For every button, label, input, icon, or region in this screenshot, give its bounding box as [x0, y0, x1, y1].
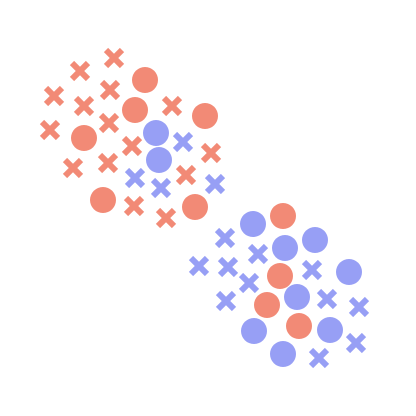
blue-cross-piece-icon — [247, 243, 269, 265]
red-circle-piece-icon — [267, 263, 293, 289]
red-cross-piece-icon — [121, 135, 143, 157]
pieces-layer — [39, 47, 370, 369]
blue-cross-piece-icon — [214, 227, 236, 249]
blue-cross-piece-icon — [204, 173, 226, 195]
blue-cross-piece-icon — [217, 256, 239, 278]
blue-cross-piece-icon — [238, 272, 260, 294]
red-circle-piece-icon — [182, 194, 208, 220]
red-cross-piece-icon — [73, 95, 95, 117]
blue-cross-piece-icon — [188, 255, 210, 277]
blue-circle-piece-icon — [241, 318, 267, 344]
red-circle-piece-icon — [122, 97, 148, 123]
red-cross-piece-icon — [98, 112, 120, 134]
red-circle-piece-icon — [286, 313, 312, 339]
blue-circle-piece-icon — [317, 317, 343, 343]
blue-circle-piece-icon — [143, 120, 169, 146]
blue-circle-piece-icon — [240, 211, 266, 237]
blue-circle-piece-icon — [270, 341, 296, 367]
red-cross-piece-icon — [200, 142, 222, 164]
red-cross-piece-icon — [97, 152, 119, 174]
blue-circle-piece-icon — [284, 284, 310, 310]
blue-cross-piece-icon — [301, 259, 323, 281]
blue-circle-piece-icon — [146, 147, 172, 173]
blue-cross-piece-icon — [124, 167, 146, 189]
red-cross-piece-icon — [103, 47, 125, 69]
red-cross-piece-icon — [99, 79, 121, 101]
red-cross-piece-icon — [62, 157, 84, 179]
blue-circle-piece-icon — [272, 235, 298, 261]
red-circle-piece-icon — [71, 125, 97, 151]
red-circle-piece-icon — [192, 103, 218, 129]
red-cross-piece-icon — [43, 85, 65, 107]
red-cross-piece-icon — [175, 164, 197, 186]
blue-cross-piece-icon — [348, 296, 370, 318]
red-cross-piece-icon — [69, 60, 91, 82]
blue-cross-piece-icon — [345, 332, 367, 354]
red-circle-piece-icon — [254, 292, 280, 318]
blue-cross-piece-icon — [215, 290, 237, 312]
blue-cross-piece-icon — [316, 288, 338, 310]
red-cross-piece-icon — [123, 195, 145, 217]
red-circle-piece-icon — [270, 203, 296, 229]
red-circle-piece-icon — [132, 67, 158, 93]
blue-circle-piece-icon — [336, 259, 362, 285]
blue-cross-piece-icon — [150, 177, 172, 199]
red-cross-piece-icon — [155, 207, 177, 229]
red-cross-piece-icon — [39, 119, 61, 141]
blue-cross-piece-icon — [172, 131, 194, 153]
red-circle-piece-icon — [90, 187, 116, 213]
blue-circle-piece-icon — [302, 227, 328, 253]
red-cross-piece-icon — [161, 95, 183, 117]
blue-cross-piece-icon — [308, 347, 330, 369]
